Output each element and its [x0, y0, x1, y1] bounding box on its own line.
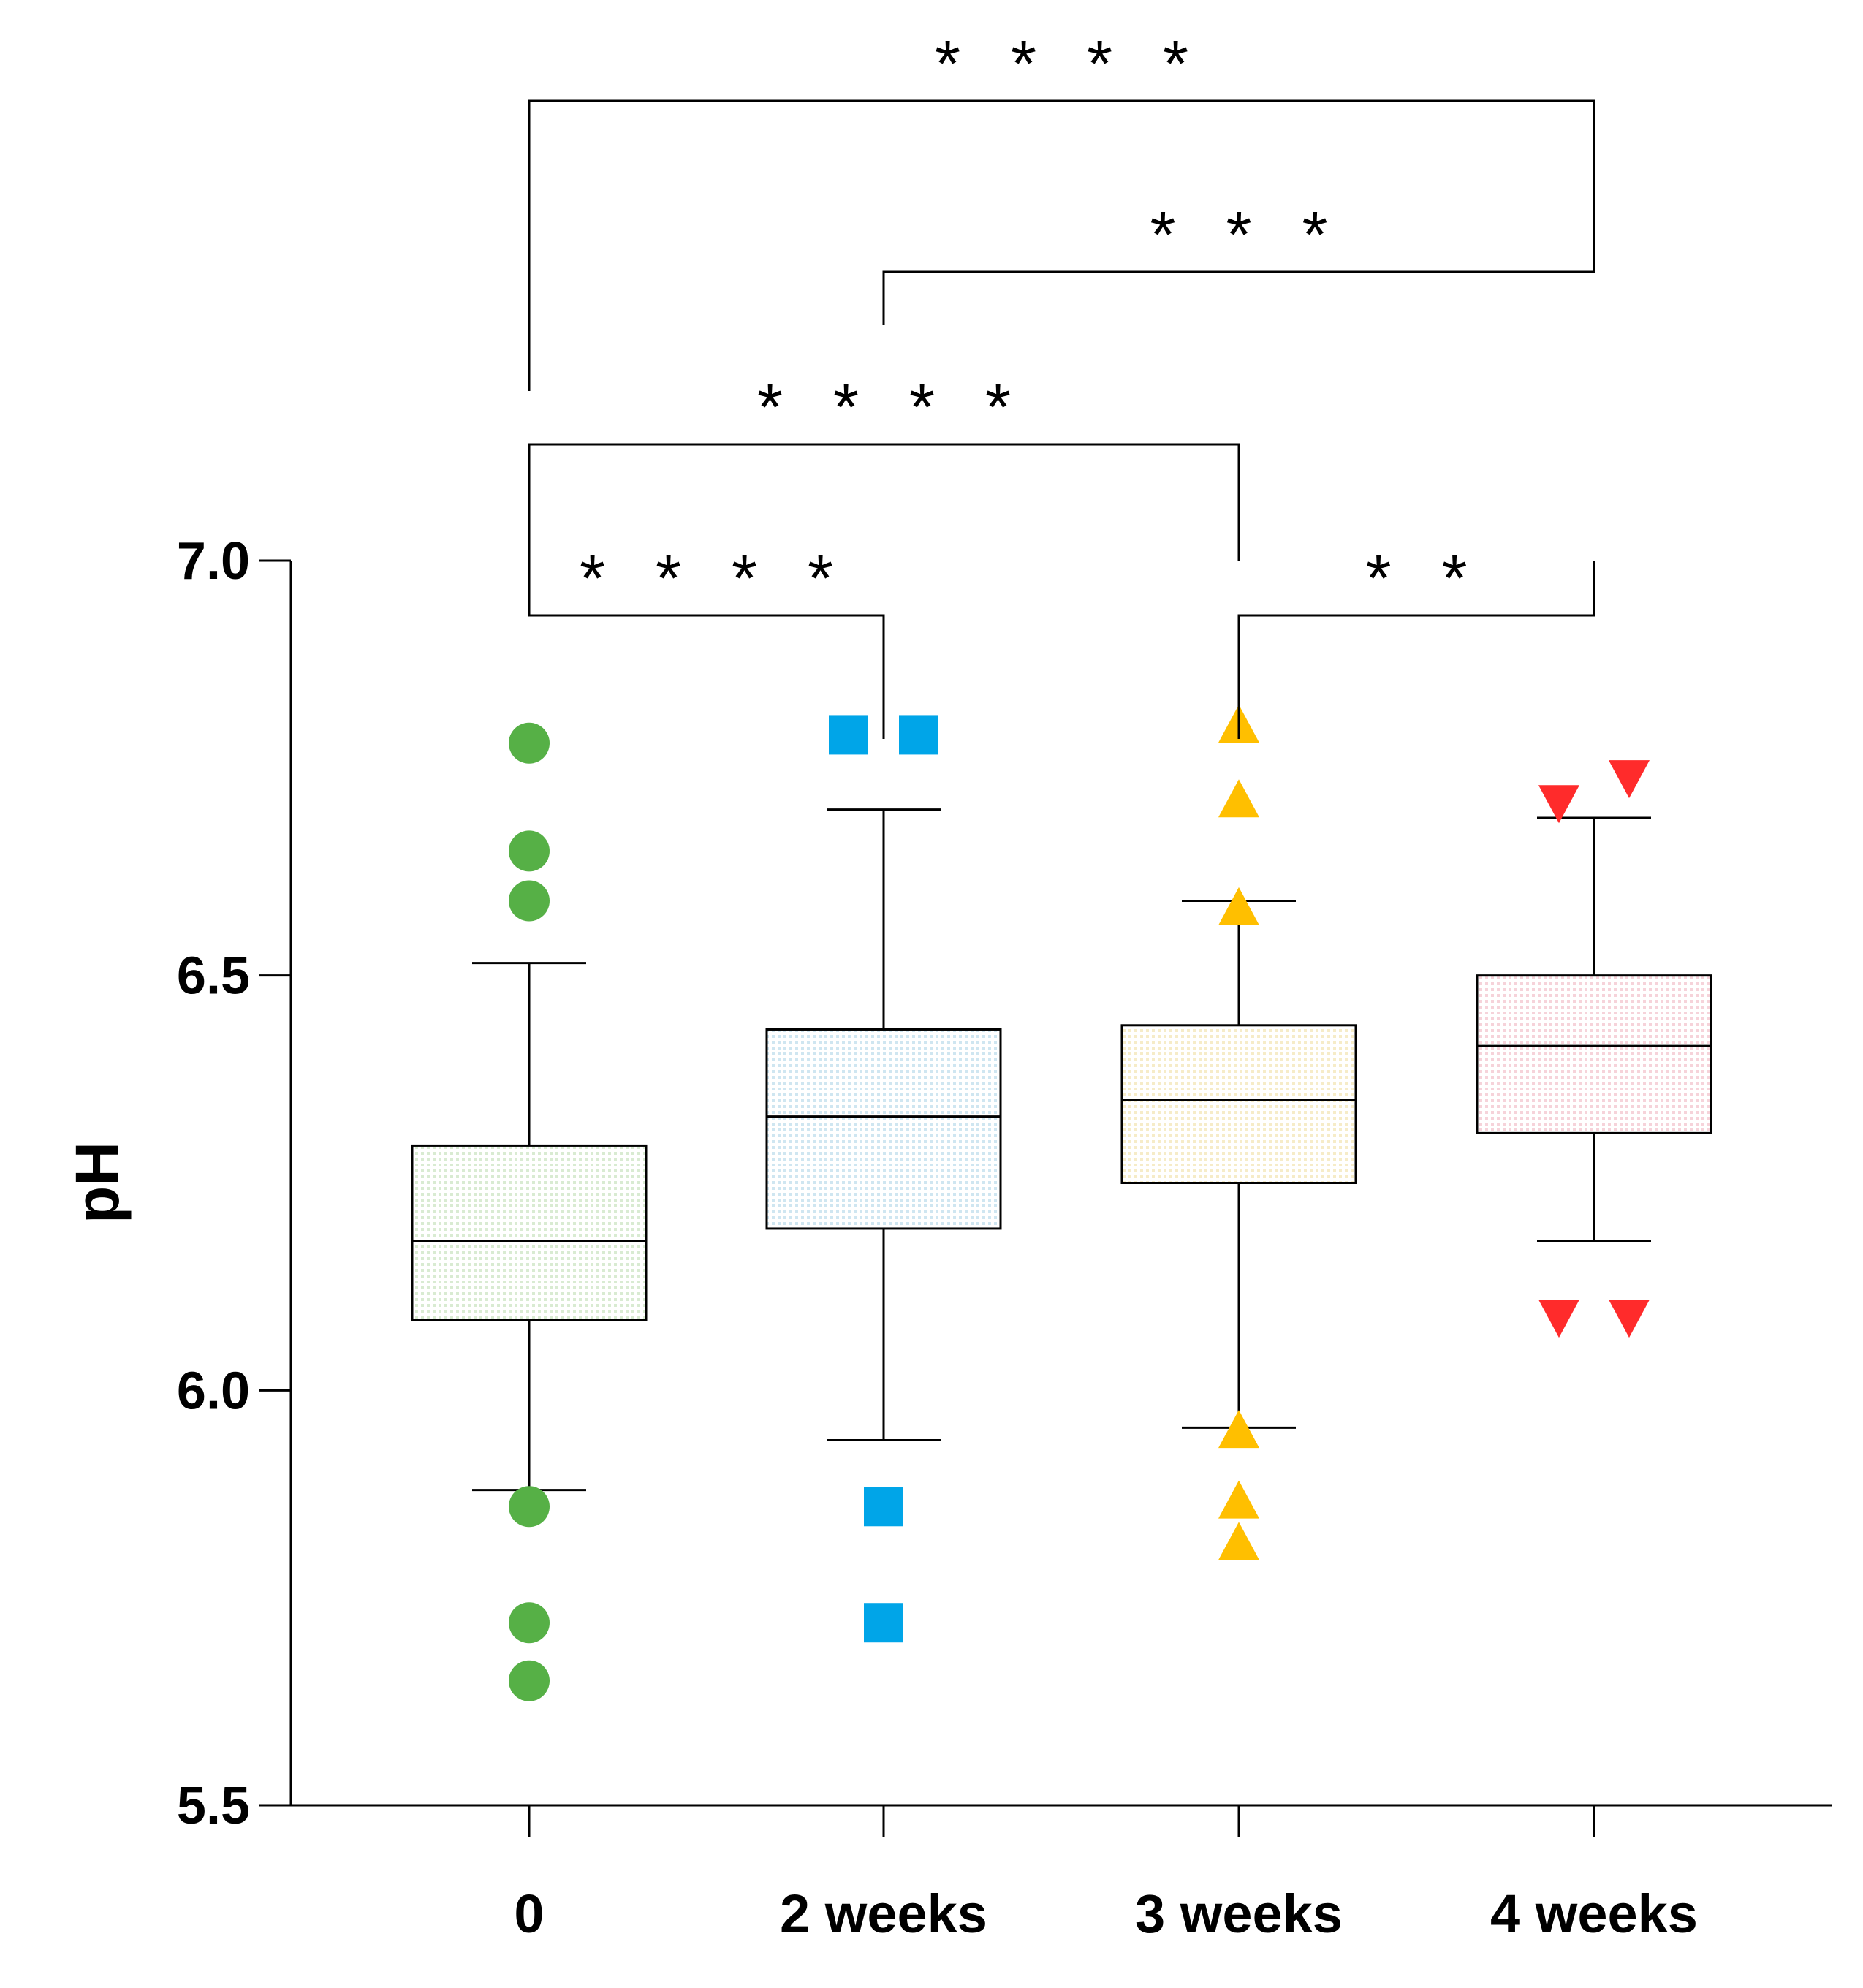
significance-label: * * * *: [757, 371, 1027, 444]
box-1: [765, 808, 1002, 1441]
outlier-point: [864, 1603, 903, 1643]
significance-bracket-0: * * * *: [528, 542, 885, 739]
iqr-box: [1120, 1024, 1357, 1184]
outlier-point: [1218, 1522, 1259, 1560]
significance-label: * * * *: [580, 542, 849, 615]
significance-bracket-1: * *: [1237, 542, 1595, 739]
outlier-point: [864, 1487, 903, 1527]
outlier-point: [509, 830, 550, 872]
outlier-point: [1609, 760, 1650, 799]
x-tick-label: 2 weeks: [780, 1883, 987, 1944]
x-tick-label: 4 weeks: [1490, 1883, 1698, 1944]
outlier-point: [1218, 887, 1259, 925]
y-tick-label: 7.0: [177, 532, 250, 591]
x-tick-label: 0: [514, 1883, 544, 1944]
bracket-line: [528, 99, 1595, 391]
outlier-point: [509, 1660, 550, 1701]
significance-brackets: * * * * * * * * * * * * * * * * *: [528, 28, 1595, 739]
bracket-line: [528, 561, 885, 739]
outlier-points: [509, 705, 1650, 1701]
y-tick-label: 6.5: [177, 947, 250, 1006]
iqr-box: [411, 1144, 648, 1321]
y-tick-label: 5.5: [177, 1777, 250, 1835]
iqr-box: [1476, 974, 1712, 1134]
outlier-point: [1218, 779, 1259, 818]
y-axis-title: pH: [63, 1142, 132, 1223]
box-3: [1476, 816, 1712, 1242]
bracket-line: [1237, 561, 1595, 739]
outlier-point: [509, 722, 550, 764]
box-0: [411, 962, 648, 1492]
outlier-point: [829, 715, 868, 755]
outlier-point: [1609, 1300, 1650, 1338]
box-2: [1120, 899, 1357, 1429]
outlier-point: [1538, 785, 1579, 824]
bracket-line: [528, 443, 1240, 561]
y-tick-label: 6.0: [177, 1362, 250, 1420]
significance-label: * * * *: [935, 28, 1204, 101]
outlier-point: [1538, 1300, 1579, 1338]
x-tick-label: 3 weeks: [1135, 1883, 1343, 1944]
boxes: [411, 808, 1712, 1492]
significance-label: * *: [1365, 542, 1483, 615]
outlier-point: [509, 1486, 550, 1528]
outlier-point: [899, 715, 938, 755]
significance-bracket-2: * * * *: [528, 371, 1240, 561]
significance-label: * * *: [1150, 199, 1343, 272]
outlier-point: [509, 1602, 550, 1644]
significance-bracket-4: * * * *: [528, 28, 1595, 391]
outlier-point: [1218, 1480, 1259, 1519]
y-axis-ticks: 5.5 6.0 6.5 7.0: [177, 532, 291, 1835]
significance-bracket-3: * * *: [882, 199, 1595, 325]
outlier-point: [509, 880, 550, 922]
x-axis-ticks: 0 2 weeks 3 weeks 4 weeks: [514, 1805, 1698, 1944]
iqr-box: [765, 1028, 1002, 1230]
bracket-line: [882, 221, 1595, 325]
outlier-point: [1218, 1410, 1259, 1449]
